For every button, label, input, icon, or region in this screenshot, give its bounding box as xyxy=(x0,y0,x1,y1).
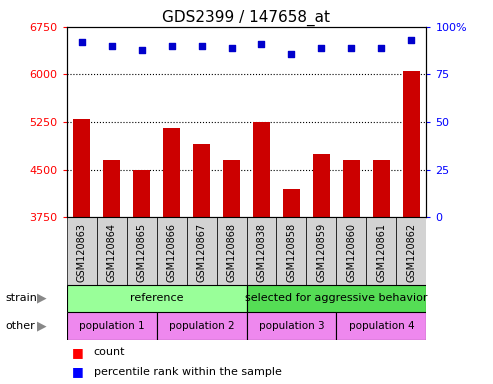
Bar xyxy=(396,217,426,285)
Bar xyxy=(104,160,120,217)
Bar xyxy=(283,189,300,217)
Point xyxy=(198,43,206,49)
Text: GSM120866: GSM120866 xyxy=(167,223,176,282)
Text: GSM120861: GSM120861 xyxy=(377,223,387,282)
Bar xyxy=(193,144,210,217)
Bar xyxy=(67,285,246,312)
Point xyxy=(168,43,176,49)
Title: GDS2399 / 147658_at: GDS2399 / 147658_at xyxy=(163,9,330,25)
Point xyxy=(348,45,355,51)
Bar xyxy=(67,217,97,285)
Bar xyxy=(133,170,150,217)
Text: ■: ■ xyxy=(71,346,83,359)
Text: ▶: ▶ xyxy=(37,319,47,333)
Bar xyxy=(216,217,246,285)
Bar xyxy=(366,217,396,285)
Text: GSM120860: GSM120860 xyxy=(347,223,356,282)
Text: other: other xyxy=(5,321,35,331)
Bar xyxy=(157,312,246,340)
Text: population 4: population 4 xyxy=(349,321,414,331)
Text: GSM120865: GSM120865 xyxy=(137,223,146,282)
Bar xyxy=(127,217,157,285)
Point xyxy=(378,45,386,51)
Bar xyxy=(163,129,180,217)
Text: population 2: population 2 xyxy=(169,321,234,331)
Bar xyxy=(253,122,270,217)
Text: GSM120859: GSM120859 xyxy=(317,223,326,282)
Text: GSM120863: GSM120863 xyxy=(76,223,87,282)
Bar xyxy=(343,160,360,217)
Bar xyxy=(73,119,90,217)
Point xyxy=(228,45,236,51)
Text: strain: strain xyxy=(5,293,37,303)
Text: GSM120868: GSM120868 xyxy=(226,223,237,282)
Bar xyxy=(186,217,216,285)
Point xyxy=(257,41,265,47)
Text: population 3: population 3 xyxy=(259,321,324,331)
Bar xyxy=(277,217,307,285)
Bar xyxy=(246,217,277,285)
Text: GSM120862: GSM120862 xyxy=(406,223,417,282)
Text: GSM120864: GSM120864 xyxy=(106,223,116,282)
Point xyxy=(77,39,85,45)
Text: ■: ■ xyxy=(71,365,83,378)
Bar xyxy=(307,217,336,285)
Bar xyxy=(67,312,157,340)
Text: GSM120838: GSM120838 xyxy=(256,223,267,282)
Bar xyxy=(246,285,426,312)
Text: GSM120867: GSM120867 xyxy=(197,223,207,282)
Bar xyxy=(336,312,426,340)
Text: ▶: ▶ xyxy=(37,292,47,305)
Point xyxy=(408,37,416,43)
Bar xyxy=(313,154,330,217)
Point xyxy=(138,47,145,53)
Bar xyxy=(157,217,186,285)
Bar xyxy=(246,312,336,340)
Bar xyxy=(403,71,420,217)
Text: GSM120858: GSM120858 xyxy=(286,223,296,282)
Text: count: count xyxy=(94,347,125,357)
Bar xyxy=(336,217,366,285)
Bar xyxy=(223,160,240,217)
Point xyxy=(287,50,295,56)
Point xyxy=(317,45,325,51)
Point xyxy=(107,43,115,49)
Text: selected for aggressive behavior: selected for aggressive behavior xyxy=(245,293,428,303)
Bar xyxy=(97,217,127,285)
Bar xyxy=(373,160,389,217)
Text: percentile rank within the sample: percentile rank within the sample xyxy=(94,367,282,377)
Text: population 1: population 1 xyxy=(79,321,144,331)
Text: reference: reference xyxy=(130,293,183,303)
